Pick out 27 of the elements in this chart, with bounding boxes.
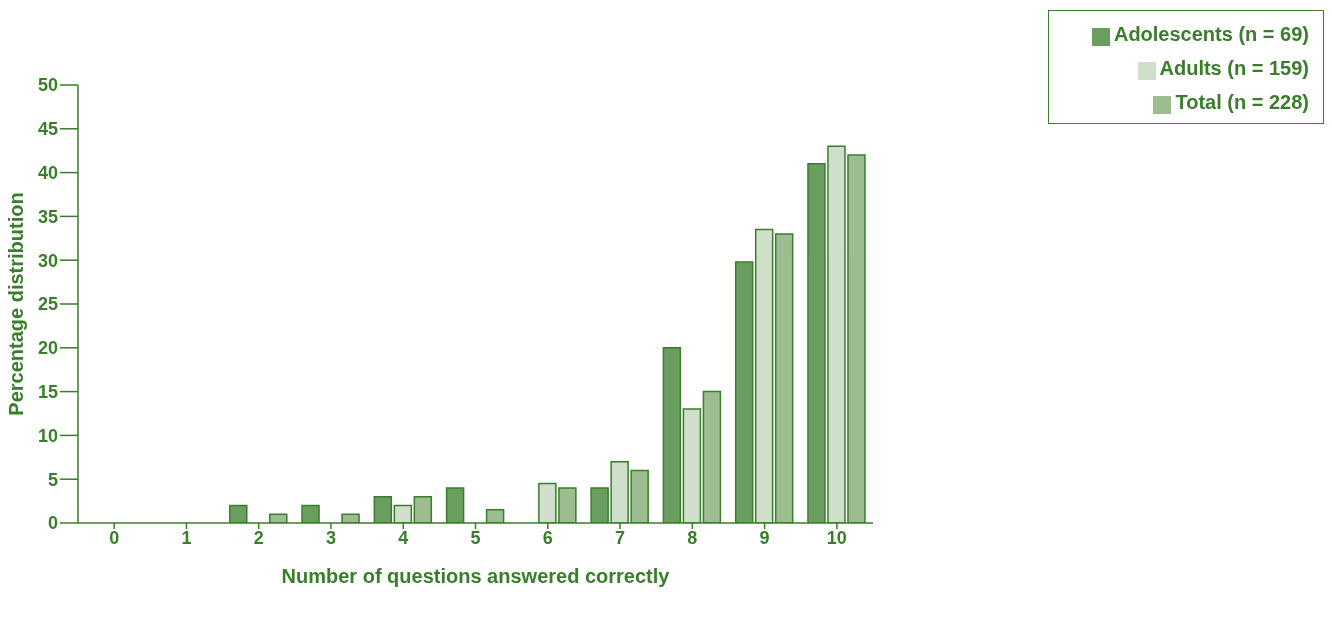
x-tick-label: 5 [470, 527, 481, 548]
y-tick-label: 10 [37, 425, 58, 446]
legend-label: Adults (n = 159) [1159, 57, 1309, 79]
y-tick-label: 50 [37, 75, 58, 96]
legend-label: Total (n = 228) [1175, 91, 1309, 113]
y-tick-label: 15 [37, 381, 58, 402]
x-tick-label: 3 [325, 527, 336, 548]
y-tick-label: 0 [47, 513, 58, 534]
y-tick-label: 30 [37, 250, 58, 271]
x-tick-label: 0 [109, 527, 120, 548]
y-tick-label: 20 [37, 338, 58, 359]
x-tick-label: 10 [826, 527, 847, 548]
x-tick-label: 2 [253, 527, 264, 548]
x-tick-label: 8 [687, 527, 698, 548]
y-tick-label: 45 [37, 119, 58, 140]
y-tick-label: 5 [47, 469, 58, 490]
x-axis-title: Number of questions answered correctly [281, 565, 671, 587]
y-tick-label: 25 [37, 294, 58, 315]
x-tick-label: 6 [542, 527, 553, 548]
x-tick-label: 9 [759, 527, 770, 548]
x-tick-label: 4 [398, 527, 409, 548]
y-tick-label: 35 [37, 206, 58, 227]
y-axis-title: Percentage distribution [5, 192, 28, 416]
x-tick-label: 7 [615, 527, 626, 548]
legend-label: Adolescents (n = 69) [1113, 23, 1309, 45]
x-tick-label: 1 [181, 527, 192, 548]
y-tick-label: 40 [37, 162, 58, 183]
